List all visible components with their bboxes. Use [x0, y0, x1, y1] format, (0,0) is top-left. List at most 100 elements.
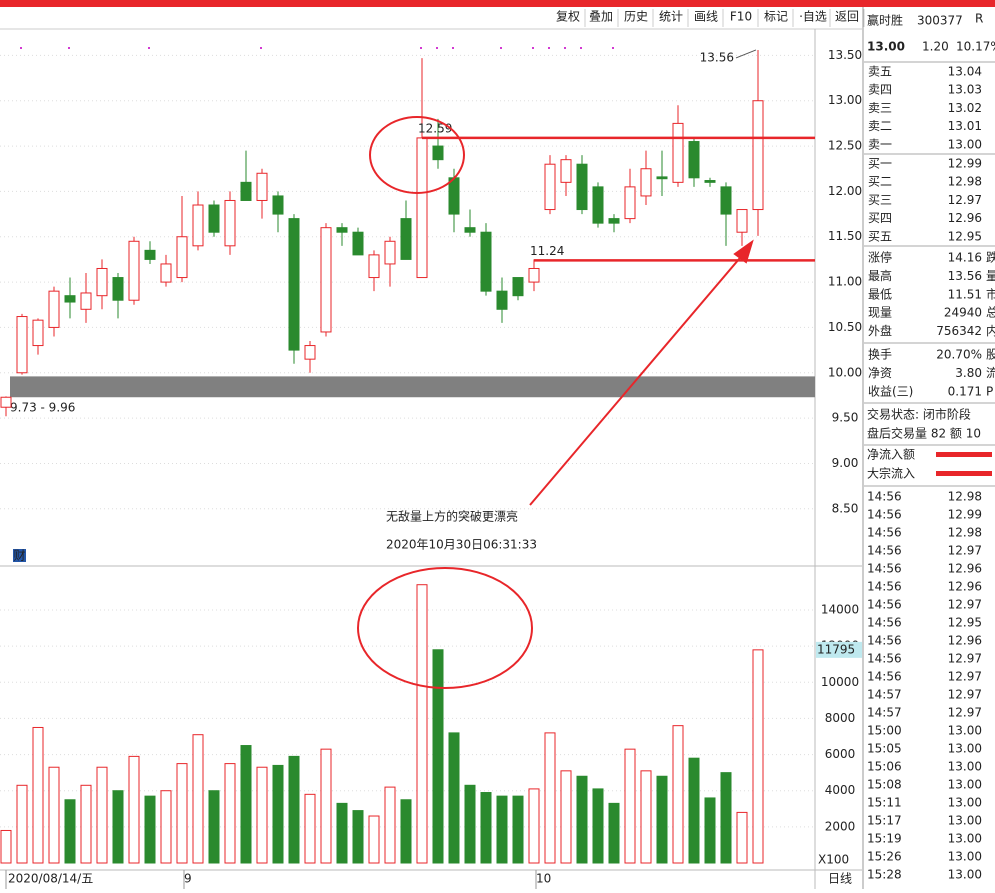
book-label: 买二: [868, 175, 892, 189]
y-tick-label: 9.00: [832, 456, 859, 470]
tick-price: 13.00: [948, 724, 982, 738]
toolbar-button[interactable]: 返回: [835, 10, 859, 24]
book-label: 卖五: [868, 65, 892, 79]
candle-body: [0, 396, 12, 408]
candle-body: [112, 277, 124, 301]
volume-bar: [672, 725, 684, 864]
tick-price: 12.97: [948, 652, 982, 666]
volume-bar: [192, 734, 204, 864]
book-price: 13.03: [948, 83, 982, 97]
volume-bar: [144, 795, 156, 864]
change-pct: 10.17%: [956, 40, 995, 54]
volume-bar: [224, 763, 236, 864]
candle-body: [480, 231, 492, 292]
volume-bar: [432, 649, 444, 864]
tick-time: 14:56: [867, 580, 902, 594]
stock-flag: R: [975, 12, 983, 26]
tick-time: 14:56: [867, 598, 902, 612]
volume-bar: [16, 784, 28, 864]
tick-price: 13.00: [948, 796, 982, 810]
volume-bar: [496, 795, 508, 864]
toolbar-button[interactable]: ·自选: [799, 10, 827, 24]
flow-bar: [936, 471, 992, 476]
tick-price: 13.00: [948, 832, 982, 846]
volume-bar: [720, 772, 732, 864]
candle-body: [448, 177, 460, 215]
stat-suffix: 内: [986, 324, 995, 338]
y-tick-label: 12.50: [828, 139, 862, 153]
book-price: 13.01: [948, 119, 982, 133]
volume-bar: [208, 790, 220, 864]
y-tick-label: 10.50: [828, 320, 862, 334]
tick-time: 15:11: [867, 796, 902, 810]
candle-body: [64, 295, 76, 303]
y-tick-label: 13.50: [828, 48, 862, 62]
candle-body: [672, 122, 684, 183]
tick-time: 15:28: [867, 868, 902, 882]
y-tick-label: 2000: [825, 819, 856, 833]
y-tick-label: 9.50: [832, 411, 859, 425]
candle-body: [176, 236, 188, 279]
period-label[interactable]: 日线: [828, 872, 852, 886]
stat-suffix: P: [986, 385, 993, 399]
candle-body: [752, 100, 764, 211]
volume-bar: [400, 799, 412, 864]
candle-body: [592, 186, 604, 224]
candle-body: [368, 254, 380, 279]
x-tick-label: 10: [536, 872, 551, 886]
y-tick-label: 6000: [825, 747, 856, 761]
volume-bar: [256, 766, 268, 864]
book-label: 买五: [868, 229, 892, 243]
candle-body: [80, 292, 92, 310]
toolbar-button[interactable]: 统计: [659, 10, 683, 24]
x-tick-label: 9: [184, 872, 192, 886]
tick-time: 15:17: [867, 814, 902, 828]
note: 无敌量上方的突破更漂亮: [386, 509, 518, 524]
toolbar-button[interactable]: 标记: [764, 10, 788, 24]
toolbar-button[interactable]: 历史: [624, 10, 648, 24]
toolbar-button[interactable]: 叠加: [589, 10, 613, 24]
volume-bar: [416, 584, 428, 864]
volume-bar: [48, 766, 60, 864]
tick-price: 12.96: [948, 634, 982, 648]
tick-price: 13.00: [948, 868, 982, 882]
volume-bar: [272, 764, 284, 864]
stat-label: 现量: [868, 306, 892, 320]
book-price: 13.04: [948, 65, 982, 79]
volume-bar: [176, 763, 188, 864]
candle-body: [96, 267, 108, 297]
signal-dots: [20, 47, 614, 49]
book-label: 卖三: [868, 101, 892, 115]
candle-body: [464, 227, 476, 233]
y-tick-label: 8.50: [832, 501, 859, 515]
stat-label: 净资: [868, 366, 892, 380]
change: 1.20: [922, 40, 949, 54]
stat-label: 外盘: [868, 323, 892, 338]
candle-body: [576, 163, 588, 211]
stat-value: 11.51: [948, 287, 982, 301]
candle-body: [320, 227, 332, 333]
volume-bar: [528, 788, 540, 864]
tick-time: 14:56: [867, 652, 902, 666]
volume-bar: [0, 829, 12, 864]
tick-time: 15:05: [867, 742, 902, 756]
toolbar-button[interactable]: 画线: [694, 10, 718, 24]
toolbar-button[interactable]: F10: [730, 10, 752, 24]
book-price: 12.98: [948, 175, 982, 189]
stat-label: 收益(三): [868, 385, 913, 399]
x-tick-label: 2020/08/14/五: [8, 872, 93, 886]
tick-time: 14:56: [867, 544, 902, 558]
stat-value: 20.70%: [936, 348, 982, 362]
tick-price: 12.96: [948, 562, 982, 576]
candle-body: [336, 227, 348, 233]
book-price: 12.95: [948, 229, 982, 243]
note: 2020年10月30日06:31:33: [386, 538, 537, 552]
resistance-label: 12.59: [418, 121, 452, 135]
volume-bar: [640, 770, 652, 864]
candle-body: [224, 199, 236, 247]
tick-price: 13.00: [948, 850, 982, 864]
candle-body: [688, 141, 700, 179]
toolbar-button[interactable]: 复权: [556, 10, 580, 24]
last-price: 13.00: [867, 40, 905, 54]
